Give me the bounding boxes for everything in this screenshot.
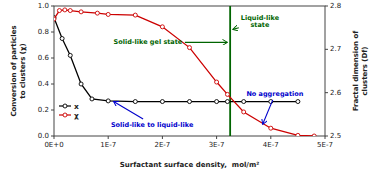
series-point [215,100,219,104]
y2-tick [325,49,328,50]
x-tick-label: 3E-7 [209,141,225,149]
y2-tick-label: 2.7 [330,45,341,53]
series-point [160,25,164,29]
y2-axis-label: Fractal dimension ofclusters (Df) [352,30,369,112]
series-point [54,17,56,21]
series-point [79,82,83,86]
plot-area [54,6,316,136]
series-point [57,9,61,13]
y-tick [51,58,54,59]
series-point [225,100,229,104]
x-axis-label: Surfactant surface density, mol/m² [120,161,260,169]
y2-tick-label: 2.6 [330,89,342,97]
series-point [95,11,99,15]
text-line: to clusters (χ) [19,43,27,98]
series-point [188,46,192,50]
series-point [79,10,83,14]
text-line: Conversion of particles [10,25,18,116]
text-line: clusters (Df) [361,46,369,95]
text-line: Solid-like to liquid-like [111,120,194,128]
y2-tick [325,6,328,7]
series-point [242,110,246,114]
x-tick-label: 4E-7 [263,141,279,149]
y-tick [51,6,54,7]
series-point [269,126,273,130]
series-point [68,9,72,13]
text-line: Fractal dimension of [352,30,360,112]
series-point [133,13,137,17]
legend-marker [63,104,67,108]
annotation: No aggregation [246,90,303,98]
series-point [90,97,94,101]
series-line [54,18,298,102]
annotation: Solid-like to liquid-like [111,120,194,128]
annotation-arrow [233,28,239,30]
series-point [63,8,67,12]
legend: xχ [59,102,79,120]
x-tick-label: 0E+0 [44,141,63,149]
annotation: Liquid-likestate [241,14,280,30]
y-tick [51,32,54,33]
annotation-arrow [263,100,273,124]
x-tick-label: 5E-7 [317,141,333,149]
series-point [106,99,110,103]
series-point [133,100,137,104]
series-line [54,10,314,136]
text-line: state [251,21,270,29]
x-tick [216,136,217,139]
y-tick [51,136,54,137]
series-point [242,100,246,104]
series-point [160,100,164,104]
annotation-arrow [114,102,143,119]
y-tick-label: 0.2 [38,106,49,114]
x-tick-label: 2E-7 [154,141,170,149]
y2-tick [325,136,328,137]
legend-marker [63,113,67,117]
y-tick-label: 0.0 [38,132,49,140]
vertical-line [229,6,231,136]
series-point [296,133,300,136]
chart: 0E+0 1E-7 2E-7 3E-7 4E-7 5E-7 0.0 0.2 0.4 0.6 0.8 1… [0,0,377,172]
text-line: No aggregation [246,90,303,98]
y2-tick [325,92,328,93]
series-point [68,53,72,57]
series-point [60,37,64,41]
legend-label: x [74,102,79,111]
series-point [188,100,192,104]
x-tick-label: 1E-7 [100,141,116,149]
series-point [225,92,229,96]
y-tick-label: 0.6 [38,54,50,62]
y-axis-label: Conversion of particlesto clusters (χ) [10,25,27,116]
y-tick-label: 0.4 [38,80,50,88]
annotation-arrow [185,42,228,43]
legend-label: χ [74,111,79,120]
series-point [215,80,219,84]
text-line: Solid-like gel state [114,38,183,46]
y2-tick-label: 2.5 [330,132,341,140]
y-tick [51,110,54,111]
x-tick [162,136,163,139]
series-point [312,134,316,136]
x-tick [108,136,109,139]
y2-tick-label: 2.8 [330,2,341,10]
series-point [296,100,300,104]
y-tick [51,84,54,85]
plot-frame [54,6,325,136]
annotation: Solid-like gel state [114,38,183,46]
x-tick [270,136,271,139]
series-point [106,12,110,16]
y-tick-label: 0.8 [38,28,49,36]
y-tick-label: 1.0 [38,2,49,10]
